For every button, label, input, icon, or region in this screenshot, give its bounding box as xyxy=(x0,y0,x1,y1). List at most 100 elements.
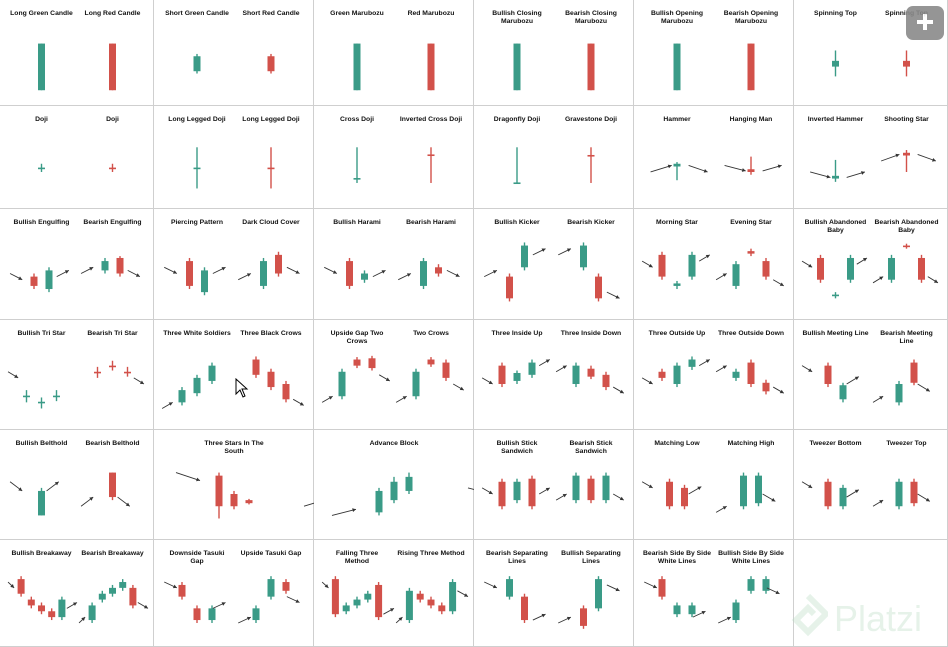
plus-icon xyxy=(917,14,933,30)
pattern-figure xyxy=(715,359,784,395)
trend-arrow xyxy=(724,164,746,172)
arrow-head xyxy=(826,174,831,179)
pattern-cell: Bullish Breakaway Bearish Breakaway xyxy=(0,540,154,647)
pattern-label: Morning Star xyxy=(656,219,698,226)
arrow-head xyxy=(402,396,407,400)
pattern-cell: Bullish Engulfing Bearish Engulfing xyxy=(0,209,154,320)
pattern-label: Three Black Crows xyxy=(240,330,302,337)
pattern-figure xyxy=(331,472,493,516)
pattern-figure xyxy=(673,43,681,91)
arrow-head xyxy=(615,587,620,592)
pattern-cell: Inverted Hammer Shooting Star xyxy=(794,106,948,209)
arrow-head xyxy=(488,380,493,384)
bullish-candle xyxy=(208,365,216,381)
arrow-head xyxy=(771,497,776,502)
pattern-figure xyxy=(650,162,708,181)
bullish-candle xyxy=(572,475,580,501)
bearish-candle xyxy=(275,254,282,274)
arrow-head xyxy=(125,502,130,507)
pattern-figure xyxy=(558,576,620,629)
bullish-candle xyxy=(193,377,201,394)
bearish-candle xyxy=(27,599,35,606)
pattern-label: Bearish Closing Marubozu xyxy=(565,10,617,25)
arrow-head xyxy=(81,617,86,621)
pattern-label: Downside Tasuki Gap xyxy=(169,550,225,565)
bullish-candle xyxy=(673,43,681,91)
pattern-figure xyxy=(644,576,706,618)
pattern-figure xyxy=(801,362,860,403)
pattern-figure xyxy=(587,43,595,91)
pattern-label: Spinning Top xyxy=(814,10,857,17)
pattern-cell: Doji Doji xyxy=(0,106,154,209)
pattern-label: Upside Tasuki Gap xyxy=(240,550,302,557)
bearish-candle xyxy=(427,599,435,606)
bullish-candle xyxy=(732,602,740,621)
bullish-candle xyxy=(513,182,521,185)
pattern-figure xyxy=(321,355,390,403)
arrow-head xyxy=(488,490,493,494)
bullish-candle xyxy=(420,261,427,286)
bullish-candle xyxy=(602,475,610,501)
pattern-figure xyxy=(484,576,546,623)
pattern-label: Bearish Side By Side White Lines xyxy=(643,550,711,565)
bearish-candle xyxy=(824,365,832,384)
arrow-head xyxy=(808,484,813,488)
pattern-label: Bearish Opening Marubozu xyxy=(723,10,779,25)
bearish-candle xyxy=(109,43,116,91)
pattern-label: Three Inside Up xyxy=(491,330,543,337)
add-button[interactable] xyxy=(906,6,944,40)
bullish-candle xyxy=(364,593,372,600)
bullish-candle xyxy=(673,365,681,384)
bullish-candle xyxy=(839,385,847,400)
bullish-candle xyxy=(38,43,45,91)
bullish-candle xyxy=(201,270,208,293)
pattern-figure xyxy=(9,267,70,293)
pattern-label: Red Marubozu xyxy=(407,10,455,17)
pattern-figure xyxy=(395,357,464,403)
arrow-head xyxy=(933,279,938,283)
pattern-figure xyxy=(9,481,60,516)
bearish-candle xyxy=(498,481,506,507)
arrow-head xyxy=(777,164,782,169)
pattern-cell: Bullish Belthold Bearish Belthold xyxy=(0,430,154,540)
arrow-head xyxy=(406,273,411,277)
bullish-candle xyxy=(109,587,116,594)
pattern-figure xyxy=(353,147,361,183)
arrow-head xyxy=(221,267,226,271)
pattern-figure xyxy=(80,256,141,278)
pattern-label: Hanging Man xyxy=(729,116,773,123)
bullish-candle xyxy=(353,599,361,606)
pattern-figure xyxy=(555,472,624,504)
bullish-candle xyxy=(521,245,528,268)
arrow-head xyxy=(459,386,464,391)
platzi-watermark: Platzi xyxy=(788,593,944,640)
arrow-head xyxy=(854,489,859,494)
pattern-label: Doji xyxy=(35,116,48,123)
pattern-label: Gravestone Doji xyxy=(564,116,618,123)
pattern-label: Bullish Meeting Line xyxy=(802,330,869,337)
bullish-candle xyxy=(101,261,109,271)
pattern-label: Tweezer Bottom xyxy=(809,440,862,447)
arrow-head xyxy=(925,387,930,392)
pattern-figure xyxy=(321,576,395,621)
bullish-candle xyxy=(688,359,696,367)
arrow-head xyxy=(619,389,624,394)
pattern-label: Advance Block xyxy=(369,440,419,447)
bearish-candle xyxy=(178,584,186,597)
bearish-candle xyxy=(435,267,442,274)
arrow-head xyxy=(89,267,94,271)
pattern-cell: Bullish Harami Bearish Harami xyxy=(314,209,474,320)
bullish-candle xyxy=(412,371,420,397)
pattern-label: Bullish Separating Lines xyxy=(561,550,621,565)
pattern-cell: Bullish Closing Marubozu Bearish Closing … xyxy=(474,0,634,106)
arrow-head xyxy=(895,153,900,158)
bearish-candle xyxy=(331,579,339,615)
arrow-head xyxy=(726,616,731,621)
arrow-head xyxy=(619,496,624,501)
pattern-figure xyxy=(109,43,116,91)
pattern-label: Bullish Side By Side White Lines xyxy=(718,550,784,565)
arrow-head xyxy=(398,617,403,621)
pattern-cell: Hammer Hanging Man xyxy=(634,106,794,209)
bullish-candle xyxy=(58,599,66,618)
pattern-label: Dragonfly Doji xyxy=(493,116,541,123)
